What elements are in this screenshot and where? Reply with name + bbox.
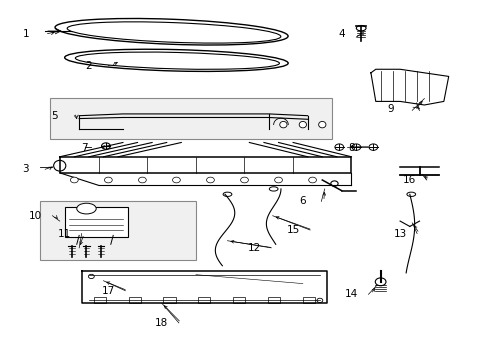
Bar	[267, 297, 280, 302]
Ellipse shape	[334, 144, 343, 150]
Circle shape	[206, 177, 214, 183]
Text: 18: 18	[155, 318, 168, 328]
Ellipse shape	[223, 192, 231, 197]
Bar	[198, 297, 210, 302]
Ellipse shape	[75, 52, 279, 69]
Circle shape	[274, 177, 282, 183]
Text: 10: 10	[29, 211, 42, 221]
Circle shape	[104, 177, 112, 183]
Text: 8: 8	[347, 143, 354, 153]
Bar	[163, 297, 175, 302]
Text: 1: 1	[22, 28, 29, 39]
Ellipse shape	[351, 144, 360, 150]
Ellipse shape	[368, 144, 377, 150]
Circle shape	[308, 177, 316, 183]
Ellipse shape	[374, 278, 385, 286]
Circle shape	[138, 177, 146, 183]
Ellipse shape	[54, 160, 66, 171]
Text: 4: 4	[338, 28, 345, 39]
Bar	[94, 297, 106, 302]
Ellipse shape	[299, 121, 306, 128]
FancyBboxPatch shape	[64, 207, 127, 237]
Ellipse shape	[318, 121, 325, 128]
Circle shape	[70, 177, 78, 183]
Text: 17: 17	[102, 286, 115, 296]
Bar	[302, 297, 314, 302]
Circle shape	[172, 177, 180, 183]
Text: 2: 2	[85, 61, 92, 71]
FancyBboxPatch shape	[50, 98, 331, 139]
Text: 7: 7	[81, 143, 87, 153]
Ellipse shape	[67, 22, 280, 43]
Ellipse shape	[330, 181, 337, 186]
Circle shape	[240, 177, 248, 183]
Ellipse shape	[102, 143, 110, 149]
Ellipse shape	[316, 298, 322, 302]
Ellipse shape	[88, 274, 94, 279]
Ellipse shape	[356, 26, 366, 31]
Text: 11: 11	[58, 229, 71, 239]
Text: 13: 13	[393, 229, 406, 239]
Bar	[128, 297, 141, 302]
Ellipse shape	[279, 121, 286, 128]
Text: 16: 16	[403, 175, 416, 185]
Ellipse shape	[55, 18, 287, 45]
Ellipse shape	[64, 49, 287, 71]
Text: 3: 3	[22, 164, 29, 174]
Ellipse shape	[269, 187, 278, 191]
Ellipse shape	[77, 203, 96, 214]
Ellipse shape	[406, 192, 415, 197]
Text: 9: 9	[386, 104, 393, 113]
Text: 14: 14	[344, 289, 357, 299]
Bar	[233, 297, 245, 302]
Text: 6: 6	[299, 197, 305, 206]
Text: 5: 5	[51, 111, 58, 121]
FancyBboxPatch shape	[40, 202, 196, 260]
Text: 15: 15	[286, 225, 299, 235]
Text: 12: 12	[247, 243, 260, 253]
